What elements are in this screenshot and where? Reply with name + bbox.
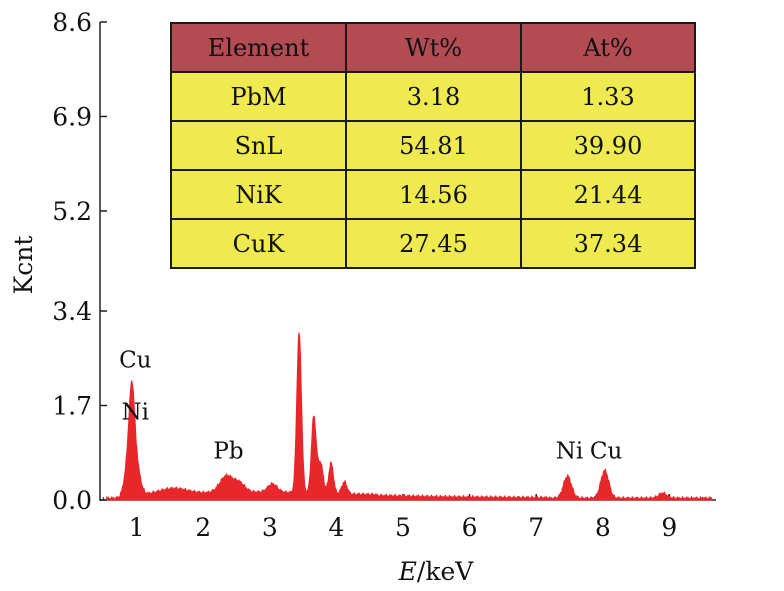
x-tick-label: 7 (528, 513, 544, 542)
table-header-wt: Wt% (345, 22, 522, 73)
y-tick-label: 8.6 (52, 8, 92, 37)
table-cell: 27.45 (345, 218, 522, 269)
table-cell: 39.90 (520, 120, 696, 171)
x-axis-label-unit: /keV (417, 557, 474, 586)
y-tick-label: 6.9 (52, 102, 92, 131)
y-tick-label: 1.7 (52, 392, 92, 421)
peak-label-cu: Cu (119, 348, 151, 374)
table-row: CuK 27.45 37.34 (170, 218, 696, 269)
y-tick-label: 3.4 (52, 297, 92, 326)
x-axis-label: E/keV (398, 557, 475, 586)
table-cell: NiK (170, 169, 347, 220)
peak-label-cu: Cu (590, 438, 622, 464)
y-axis-label: Kcnt (9, 236, 38, 295)
y-tick-label: 5.2 (52, 197, 92, 226)
x-tick-label: 4 (328, 513, 344, 542)
table-cell: 37.34 (520, 218, 696, 269)
table-cell: 1.33 (520, 71, 696, 122)
peak-labels: Cu Ni Pb Ni Cu (119, 348, 622, 465)
axes: 0.0 1.7 3.4 5.2 6.9 8.6 1 2 3 4 5 6 7 8 9 (52, 8, 716, 542)
table-cell: 21.44 (520, 169, 696, 220)
table-row: SnL 54.81 39.90 (170, 120, 696, 171)
table-row: NiK 14.56 21.44 (170, 169, 696, 220)
table-cell: CuK (170, 218, 347, 269)
table-header-element: Element (170, 22, 347, 73)
spectrum-area (106, 331, 714, 501)
x-tick-label: 8 (595, 513, 611, 542)
composition-table-wrapper: Element Wt% At% PbM 3.18 1.33 SnL 54.81 … (170, 22, 696, 269)
table-cell: PbM (170, 71, 347, 122)
table-cell: 3.18 (345, 71, 522, 122)
peak-label-pb: Pb (213, 438, 243, 464)
table-row: PbM 3.18 1.33 (170, 71, 696, 122)
x-tick-label: 5 (395, 513, 411, 542)
table-cell: 14.56 (345, 169, 522, 220)
x-tick-label: 3 (262, 513, 278, 542)
table-header-at: At% (520, 22, 696, 73)
composition-table: Element Wt% At% PbM 3.18 1.33 SnL 54.81 … (170, 22, 696, 269)
x-tick-label: 6 (462, 513, 478, 542)
y-tick-label: 0.0 (52, 486, 92, 515)
table-cell: 54.81 (345, 120, 522, 171)
peak-label-ni: Ni (122, 399, 149, 425)
x-axis-label-italic: E (398, 557, 417, 586)
spectrum-series (106, 331, 714, 501)
x-tick-label: 1 (129, 513, 145, 542)
x-tick-label: 9 (661, 513, 677, 542)
table-cell: SnL (170, 120, 347, 171)
table-header-row: Element Wt% At% (170, 22, 696, 73)
peak-label-ni: Ni (556, 438, 583, 464)
x-tick-label: 2 (195, 513, 211, 542)
